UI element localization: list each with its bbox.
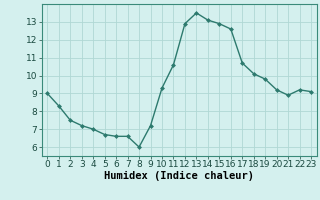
X-axis label: Humidex (Indice chaleur): Humidex (Indice chaleur)	[104, 171, 254, 181]
